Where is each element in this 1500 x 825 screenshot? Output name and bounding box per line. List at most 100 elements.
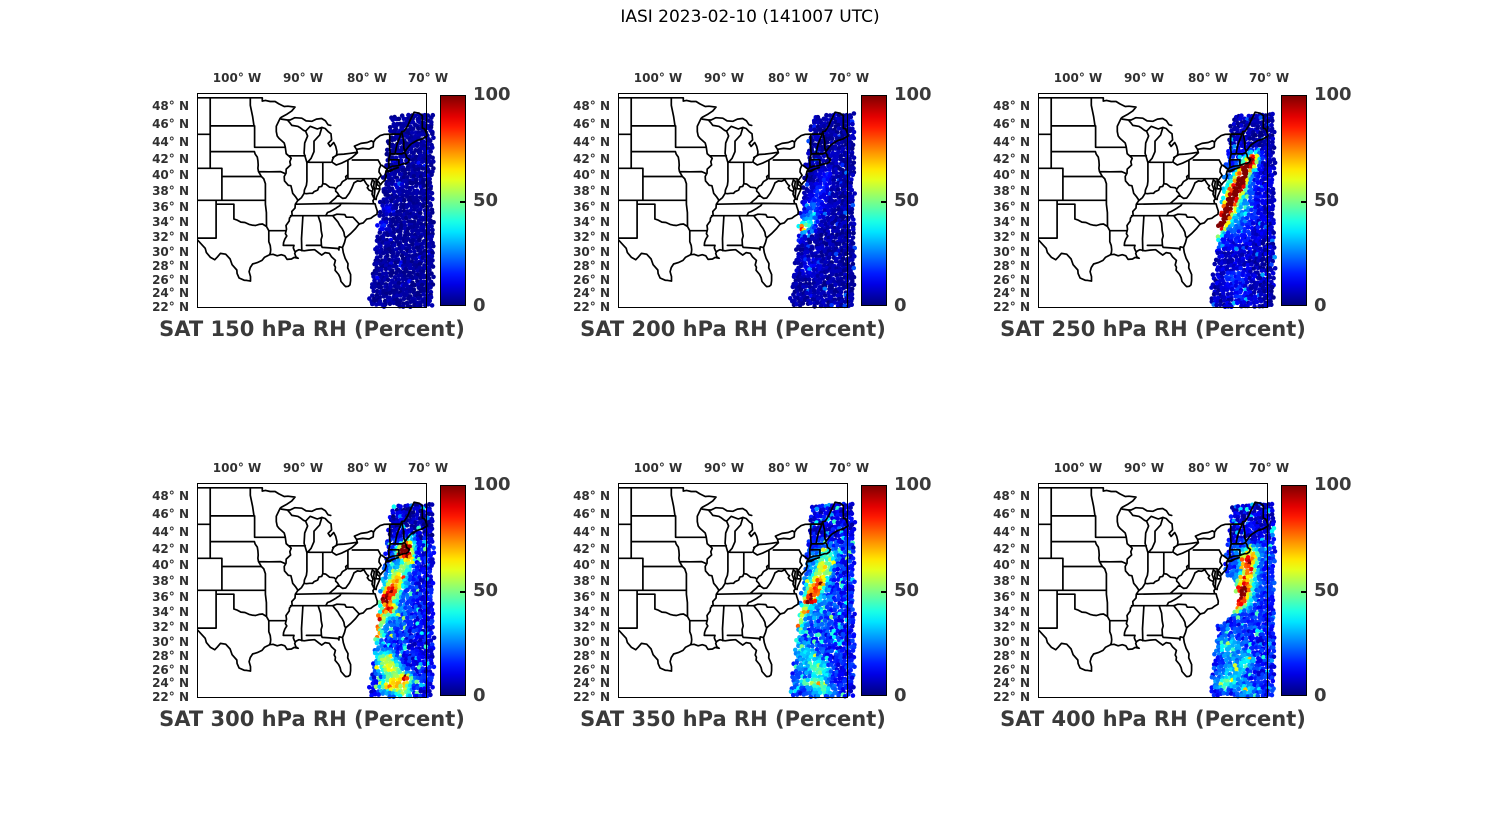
swath-points — [367, 502, 437, 700]
lat-tick-label: 46° N — [152, 507, 189, 522]
colorbar-tick-label: 0 — [1314, 295, 1327, 316]
lon-tick-label: 70° W — [1248, 71, 1290, 85]
colorbar-tick-label: 50 — [894, 190, 920, 211]
colorbar-tick-label: 0 — [473, 685, 486, 706]
colorbar-mid-tick — [1301, 201, 1306, 203]
lat-tick-label: 46° N — [993, 117, 1030, 132]
lat-tick-label: 44° N — [573, 134, 610, 149]
lon-tick-label: 100° W — [1053, 461, 1103, 475]
colorbar-tick-label: 100 — [473, 474, 511, 495]
lat-tick-label: 36° N — [152, 590, 189, 605]
lat-tick-label: 44° N — [573, 524, 610, 539]
colorbar — [440, 485, 466, 696]
colorbar-tick-label: 0 — [1314, 685, 1327, 706]
lat-tick-label: 48° N — [573, 489, 610, 504]
lon-tick-label: 80° W — [1187, 461, 1229, 475]
lat-tick-label: 36° N — [152, 200, 189, 215]
map-plot — [1038, 93, 1278, 309]
lat-tick-label: 32° N — [573, 230, 610, 245]
lat-tick-label: 44° N — [993, 524, 1030, 539]
lat-tick-label: 28° N — [573, 648, 610, 663]
colorbar-mid-tick — [460, 591, 465, 593]
figure-title: IASI 2023-02-10 (141007 UTC) — [620, 7, 880, 27]
lat-tick-label: 22° N — [573, 690, 610, 704]
state-borders — [197, 96, 428, 288]
colorbar — [440, 95, 466, 306]
map-plot — [618, 93, 857, 309]
map-frame — [1038, 93, 1268, 308]
map-plot — [618, 483, 858, 700]
lat-tick-label: 42° N — [573, 541, 610, 556]
state-borders — [618, 486, 849, 678]
lat-tick-label: 22° N — [152, 300, 189, 314]
colorbar-tick-label: 50 — [473, 580, 499, 601]
lat-tick-label: 44° N — [993, 134, 1030, 149]
lon-tick-label: 70° W — [407, 461, 449, 475]
lat-tick-label: 24° N — [993, 286, 1030, 301]
panel-title: SAT 200 hPa RH (Percent) — [580, 317, 886, 341]
lon-tick-label: 90° W — [282, 461, 324, 475]
lon-tick-label: 100° W — [633, 461, 683, 475]
map-plot — [197, 483, 437, 700]
lat-tick-label: 32° N — [152, 620, 189, 635]
lat-tick-label: 40° N — [573, 558, 610, 573]
lon-tick-label: 100° W — [212, 71, 262, 85]
colorbar — [1281, 95, 1307, 306]
lat-tick-label: 34° N — [993, 215, 1030, 230]
lat-tick-label: 32° N — [573, 620, 610, 635]
lon-tick-label: 70° W — [1248, 461, 1290, 475]
colorbar-mid-tick — [881, 201, 886, 203]
lat-tick-label: 46° N — [993, 507, 1030, 522]
lat-tick-label: 30° N — [993, 244, 1030, 259]
lat-tick-label: 40° N — [152, 558, 189, 573]
lon-tick-label: 100° W — [633, 71, 683, 85]
lat-tick-label: 42° N — [993, 151, 1030, 166]
lat-tick-label: 34° N — [993, 605, 1030, 620]
lat-tick-label: 24° N — [152, 286, 189, 301]
lat-tick-label: 32° N — [993, 230, 1030, 245]
lat-tick-label: 42° N — [993, 541, 1030, 556]
colorbar — [861, 95, 887, 306]
lat-tick-label: 26° N — [573, 662, 610, 677]
colorbar-tick-label: 100 — [894, 84, 932, 105]
lat-tick-label: 24° N — [573, 286, 610, 301]
state-borders — [197, 486, 428, 678]
lat-tick-label: 42° N — [573, 151, 610, 166]
lat-tick-label: 46° N — [152, 117, 189, 132]
lat-tick-label: 46° N — [573, 117, 610, 132]
panel-title: SAT 300 hPa RH (Percent) — [159, 707, 465, 731]
map-plot — [197, 93, 436, 309]
lat-tick-label: 28° N — [152, 648, 189, 663]
state-borders — [1038, 486, 1269, 678]
map-frame — [197, 483, 427, 698]
colorbar — [1281, 485, 1307, 696]
lat-tick-label: 44° N — [152, 134, 189, 149]
lat-tick-label: 36° N — [573, 590, 610, 605]
lat-tick-label: 30° N — [152, 634, 189, 649]
colorbar-tick-label: 100 — [894, 474, 932, 495]
lat-tick-label: 40° N — [993, 168, 1030, 183]
map-frame — [618, 93, 848, 308]
lon-tick-label: 70° W — [828, 461, 870, 475]
lon-tick-label: 70° W — [407, 71, 449, 85]
colorbar-tick-label: 50 — [473, 190, 499, 211]
lat-tick-label: 34° N — [152, 215, 189, 230]
lon-tick-label: 70° W — [828, 71, 870, 85]
colorbar-tick-label: 100 — [1314, 474, 1352, 495]
lat-tick-label: 28° N — [152, 258, 189, 273]
lon-tick-label: 90° W — [1123, 71, 1165, 85]
colorbar-tick-label: 100 — [1314, 84, 1352, 105]
swath-points — [1209, 111, 1278, 309]
panel-title: SAT 350 hPa RH (Percent) — [580, 707, 886, 731]
lat-tick-label: 38° N — [573, 184, 610, 199]
lat-tick-label: 34° N — [573, 215, 610, 230]
swath-points — [788, 111, 857, 309]
colorbar-mid-tick — [881, 591, 886, 593]
panel-title: SAT 250 hPa RH (Percent) — [1000, 317, 1306, 341]
map-frame — [197, 93, 427, 308]
panel-title: SAT 400 hPa RH (Percent) — [1000, 707, 1306, 731]
map-plot — [1038, 483, 1278, 699]
lat-tick-label: 40° N — [993, 558, 1030, 573]
lat-tick-label: 28° N — [993, 258, 1030, 273]
lat-tick-label: 46° N — [573, 507, 610, 522]
